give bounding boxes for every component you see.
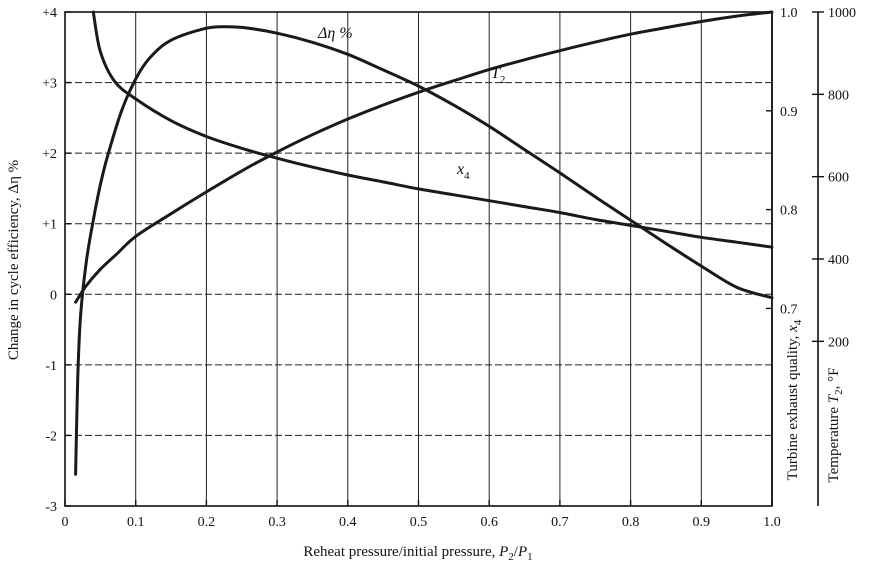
x-tick-label: 0.6 xyxy=(480,515,498,530)
temperature-tick-label: 200 xyxy=(828,335,849,350)
x-axis-title-slash: / xyxy=(514,544,519,560)
y-left-tick-label: +3 xyxy=(42,77,57,92)
y-left-tick-label: 0 xyxy=(50,288,57,303)
x-tick-label: 0.8 xyxy=(622,515,640,530)
temperature-tick-label: 1000 xyxy=(828,6,856,21)
quality-tick-label: 0.9 xyxy=(780,105,798,120)
y-left-tick-label: -2 xyxy=(45,429,57,444)
t2-curve xyxy=(74,10,774,304)
left-y-axis-title: Change in cycle efficiency, Δη % xyxy=(6,160,22,360)
x4-label-sub: 4 xyxy=(464,170,470,182)
x-tick-label: 0.1 xyxy=(127,515,145,530)
x-axis-title-p2: P xyxy=(498,544,508,560)
x-tick-label: 0.7 xyxy=(551,515,569,530)
quality-axis-title-main: Turbine exhaust quality, xyxy=(785,332,801,480)
y-left-tick-label: -1 xyxy=(45,359,57,374)
temperature-axis-title-unit: , °F xyxy=(826,367,842,389)
x-tick-label: 0.3 xyxy=(268,515,286,530)
x-tick-label: 0 xyxy=(62,515,69,530)
x4-label-var: x xyxy=(456,161,464,178)
y-left-tick-label: +2 xyxy=(42,147,57,162)
temperature-axis-title-main: Temperature xyxy=(826,403,842,482)
grid xyxy=(65,12,772,506)
x4-label: x4 xyxy=(456,161,470,182)
quality-axis-title-sub: 4 xyxy=(792,319,804,325)
x-tick-label: 1.0 xyxy=(763,515,781,530)
y-left-tick-label: -3 xyxy=(45,500,57,515)
x-tick-label: 0.9 xyxy=(693,515,711,530)
axis-ticks: 0 0.1 0.2 0.3 0.4 0.5 0.6 0.7 0.8 0.9 1.0 +4 +3 +2 +1 0… xyxy=(42,6,856,530)
t2-label-var: T xyxy=(491,65,501,82)
t2-label-sub: 2 xyxy=(500,74,506,86)
x-axis-title-p1: P xyxy=(517,544,527,560)
temperature-axis-title: Temperature T2, °F xyxy=(826,367,845,482)
y-left-tick-label: +1 xyxy=(42,218,57,233)
temperature-tick-label: 800 xyxy=(828,88,849,103)
x4-curve xyxy=(91,10,774,249)
y-left-tick-label: +4 xyxy=(42,6,57,21)
delta-eta-label: Δη % xyxy=(317,25,353,42)
quality-axis-title-var: x xyxy=(785,325,801,333)
temperature-axis-title-sub: 2 xyxy=(833,389,845,395)
delta-eta-curve xyxy=(74,25,774,476)
x-tick-label: 0.4 xyxy=(339,515,357,530)
quality-tick-label: 1.0 xyxy=(780,6,798,21)
x-axis-title-main: Reheat pressure/initial pressure, xyxy=(303,544,499,560)
quality-tick-label: 0.7 xyxy=(780,302,798,317)
x-axis-title-sub2: 1 xyxy=(527,551,533,563)
temperature-tick-label: 400 xyxy=(828,253,849,268)
x-tick-label: 0.2 xyxy=(198,515,216,530)
x-axis-title: Reheat pressure/initial pressure, P2/P1 xyxy=(303,544,532,563)
temperature-axis-title-var: T xyxy=(826,393,842,403)
temperature-tick-label: 600 xyxy=(828,171,849,186)
x-axis-title-sub1: 2 xyxy=(508,551,514,563)
curves xyxy=(74,10,774,476)
t2-label: T2 xyxy=(491,65,505,86)
x-tick-label: 0.5 xyxy=(410,515,428,530)
quality-axis-title: Turbine exhaust quality, x4 xyxy=(785,319,804,480)
quality-tick-label: 0.8 xyxy=(780,204,798,219)
